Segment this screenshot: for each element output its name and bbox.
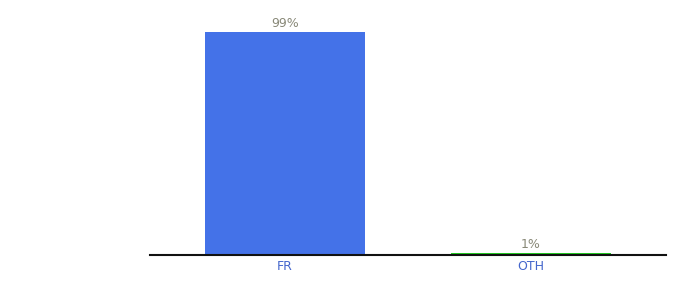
Text: 99%: 99% <box>271 17 299 30</box>
Bar <box>451 253 611 255</box>
Text: 1%: 1% <box>521 238 541 251</box>
Bar <box>205 32 365 255</box>
